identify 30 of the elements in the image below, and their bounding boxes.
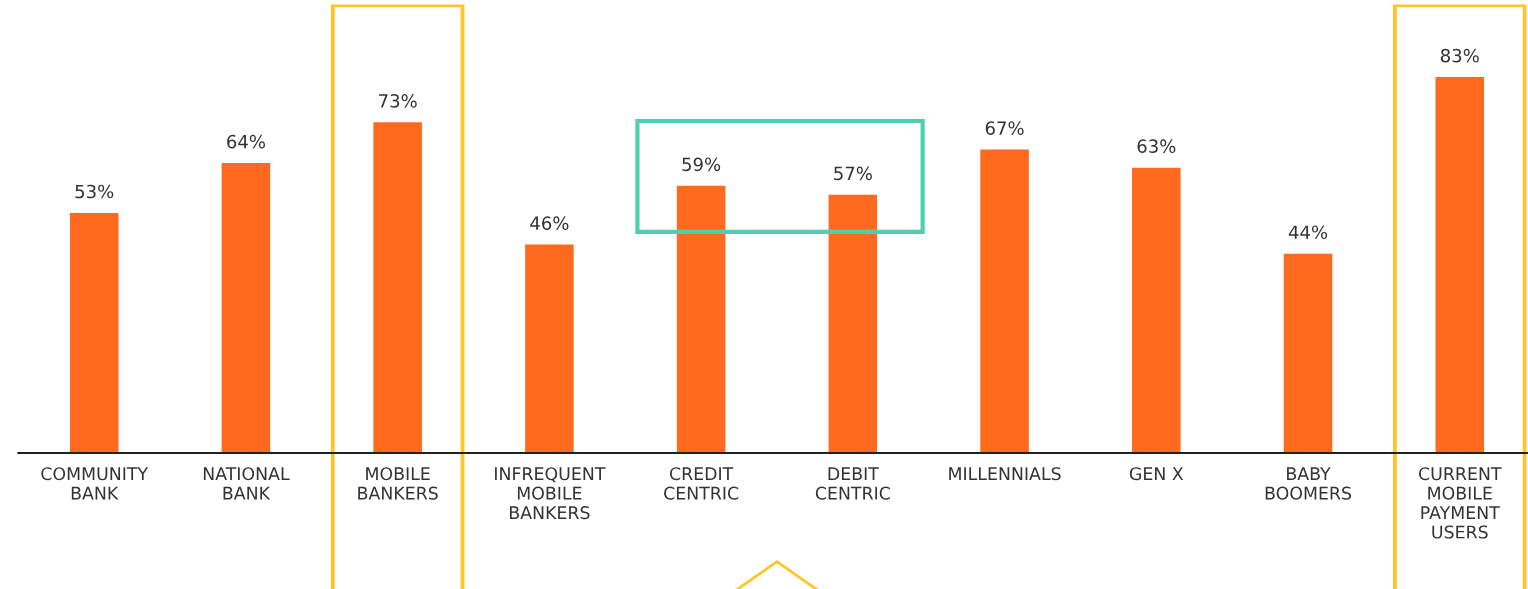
x-tick-label: CURRENT MOBILE PAYMENT USERS: [1418, 467, 1502, 539]
bar: [69, 212, 119, 453]
data-label: 67%: [985, 121, 1024, 135]
bar: [525, 244, 574, 453]
data-label: 57%: [834, 166, 872, 181]
bar: [1435, 77, 1485, 453]
bar: [373, 122, 422, 453]
x-tick-label: MILLENNIALS: [949, 467, 1061, 481]
bar: [221, 163, 271, 453]
bar: [676, 185, 726, 453]
bar: [828, 194, 878, 453]
data-label: 73%: [379, 94, 417, 108]
x-tick-label: INFREQUENT MOBILE BANKERS: [495, 467, 606, 520]
x-tick-label: GEN X: [1129, 467, 1184, 481]
bar: [1132, 167, 1181, 453]
x-tick-label: MOBILE BANKERS: [358, 467, 438, 500]
data-label: 46%: [530, 216, 569, 231]
bar: [1283, 253, 1333, 453]
bar: [980, 149, 1029, 453]
x-tick-label: BABY BOOMERS: [1265, 467, 1352, 500]
data-label: 63%: [1137, 139, 1176, 154]
x-tick-label: NATIONAL BANK: [203, 467, 290, 500]
data-label: 44%: [1288, 225, 1328, 240]
data-label: 53%: [75, 184, 114, 199]
data-label: 83%: [1440, 48, 1479, 63]
x-tick-label: CREDIT CENTRIC: [664, 467, 739, 500]
x-tick-label: COMMUNITY BANK: [41, 467, 149, 500]
data-label: 64%: [227, 134, 265, 149]
data-label: 59%: [682, 157, 721, 172]
x-tick-label: DEBIT CENTRIC: [815, 467, 890, 500]
